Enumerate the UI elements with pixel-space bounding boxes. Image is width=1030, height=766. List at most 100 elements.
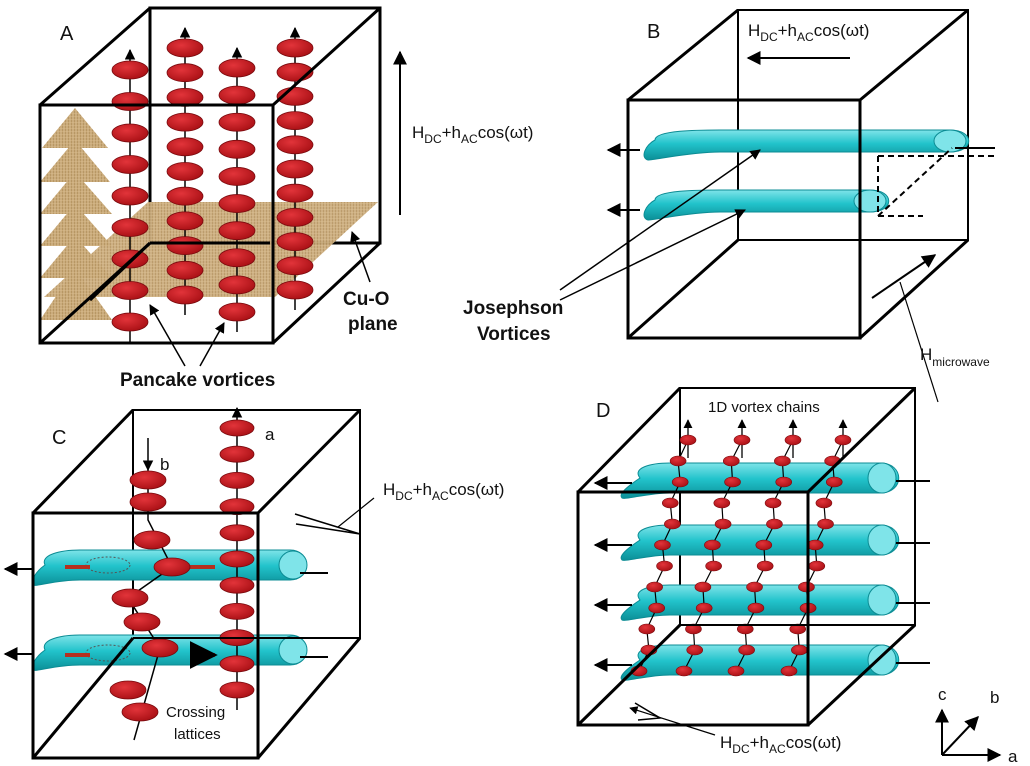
- pancake-vortex: [166, 38, 204, 58]
- pancake-vortex: [714, 518, 732, 530]
- pancake-vortex: [166, 63, 204, 83]
- pancake-vortices-label: Pancake vortices: [120, 370, 275, 391]
- panel-c-depth-edges: [31, 408, 362, 759]
- pancake-vortex: [218, 194, 256, 213]
- pancake-vortex: [166, 186, 204, 206]
- pancake-vortex: [695, 602, 713, 614]
- vortex-chain-d4: [780, 419, 852, 677]
- pancake-vortex: [111, 218, 149, 237]
- pancake-vortex: [219, 603, 255, 620]
- josephson-label-1: Josephson: [463, 298, 563, 319]
- pancake-vortex: [669, 455, 687, 467]
- axis-c-label: c: [938, 685, 947, 704]
- vortex-stack-a3: [218, 46, 256, 332]
- pancake-vortex: [675, 665, 693, 677]
- pancake-vortex: [219, 524, 255, 542]
- pancake-vortex: [219, 498, 255, 516]
- pancake-vortex: [713, 497, 731, 509]
- pancake-vortex: [276, 111, 314, 130]
- vortex-stack-a: [219, 406, 255, 710]
- pancake-vortex: [775, 476, 793, 488]
- pancake-vortex: [166, 236, 204, 256]
- pancake-vortex: [738, 644, 755, 656]
- chains-label: 1D vortex chains: [708, 399, 820, 416]
- pancake-vortex: [656, 560, 673, 572]
- pancake-vortex: [111, 123, 149, 143]
- vortex-stack-a2: [166, 26, 204, 315]
- pancake-vortex: [806, 539, 824, 551]
- pancake-vortex: [219, 445, 255, 463]
- panel-a-side-triangles: [40, 108, 112, 320]
- pancake-vortex: [111, 312, 149, 332]
- josephson-cylinder-d3: [593, 584, 930, 621]
- pancake-vortex: [218, 221, 256, 241]
- pancake-vortex: [704, 539, 721, 551]
- pancake-vortex: [727, 665, 745, 677]
- pancake-vortex: [733, 434, 751, 446]
- pancake-vortex: [121, 702, 159, 722]
- vortex-stack-a4: [276, 26, 314, 310]
- pancake-vortex: [780, 665, 798, 677]
- pancake-vortex: [218, 275, 256, 295]
- pancake-vortex: [153, 557, 191, 577]
- pancake-vortex: [764, 497, 782, 509]
- panel-a-depth-edges: [38, 6, 382, 345]
- vortex-stack-a1: [111, 48, 149, 342]
- microwave-label: Hmicrowave: [920, 345, 990, 369]
- pancake-vortex: [756, 560, 774, 572]
- pancake-vortex: [166, 112, 204, 132]
- cu-o-plane-label-1: Cu-O: [343, 289, 389, 310]
- pancake-vortex: [755, 539, 773, 551]
- panel-b-letter: B: [647, 21, 660, 43]
- pancake-vortex: [276, 256, 314, 276]
- panel-c: C HDC+hACcos(ωt) a b Crossing lattices: [3, 406, 504, 760]
- panel-b-field-label: HDC+hACcos(ωt): [748, 21, 869, 44]
- pancake-vortex: [825, 476, 843, 488]
- vortex-chain-d2: [675, 419, 751, 677]
- stack-b-label: b: [160, 455, 169, 474]
- panel-a: A HDC+hACcos(ωt) Cu-O plane Pancake vort…: [38, 6, 533, 391]
- stack-a-label: a: [265, 425, 275, 444]
- pancake-vortex: [123, 612, 161, 632]
- pancake-vortex: [218, 85, 256, 105]
- josephson-label-2: Vortices: [477, 324, 551, 345]
- pancake-vortex: [276, 232, 314, 252]
- panel-c-field-label: HDC+hACcos(ωt): [383, 480, 504, 503]
- pancake-vortex: [219, 471, 255, 489]
- pancake-vortex: [166, 137, 204, 157]
- pancake-vortex: [664, 518, 681, 530]
- panel-a-field-label: HDC+hACcos(ωt): [412, 123, 533, 146]
- panel-a-letter: A: [60, 23, 74, 45]
- pancake-vortex: [671, 476, 689, 488]
- pancake-vortex: [638, 623, 656, 635]
- pancake-vortex: [815, 497, 833, 509]
- pancake-vortex: [219, 681, 255, 699]
- pancake-vortex: [784, 434, 802, 446]
- pancake-vortex: [218, 58, 256, 78]
- axis-a-label: a: [1008, 747, 1018, 766]
- pancake-pointer-1: [149, 304, 186, 367]
- pancake-vortex: [129, 492, 167, 512]
- pancake-vortex: [276, 280, 314, 300]
- pancake-vortex: [109, 680, 147, 700]
- pancake-vortex: [218, 112, 256, 132]
- pancake-vortex: [218, 139, 256, 159]
- pancake-vortex: [166, 211, 204, 231]
- pancake-vortex: [219, 655, 255, 673]
- pancake-vortex: [166, 162, 204, 181]
- pancake-vortex: [774, 455, 791, 467]
- pancake-vortex: [661, 497, 679, 509]
- panel-c-letter: C: [52, 427, 66, 449]
- pancake-vortex: [791, 644, 808, 656]
- pancake-vortex: [218, 167, 256, 186]
- pancake-vortex: [111, 281, 149, 300]
- pancake-vortex: [219, 419, 255, 437]
- panel-d: D 1D vortex chains HDC+hACcos(ωt) c b a: [576, 386, 1018, 766]
- pancake-vortex: [219, 576, 255, 594]
- pancake-vortex: [218, 302, 256, 322]
- cu-o-plane-label-2: plane: [348, 314, 398, 335]
- josephson-cylinder-1: [643, 129, 970, 161]
- pancake-vortex: [686, 644, 704, 656]
- pancake-vortex: [111, 186, 149, 206]
- microwave-field-arrow: [871, 254, 937, 299]
